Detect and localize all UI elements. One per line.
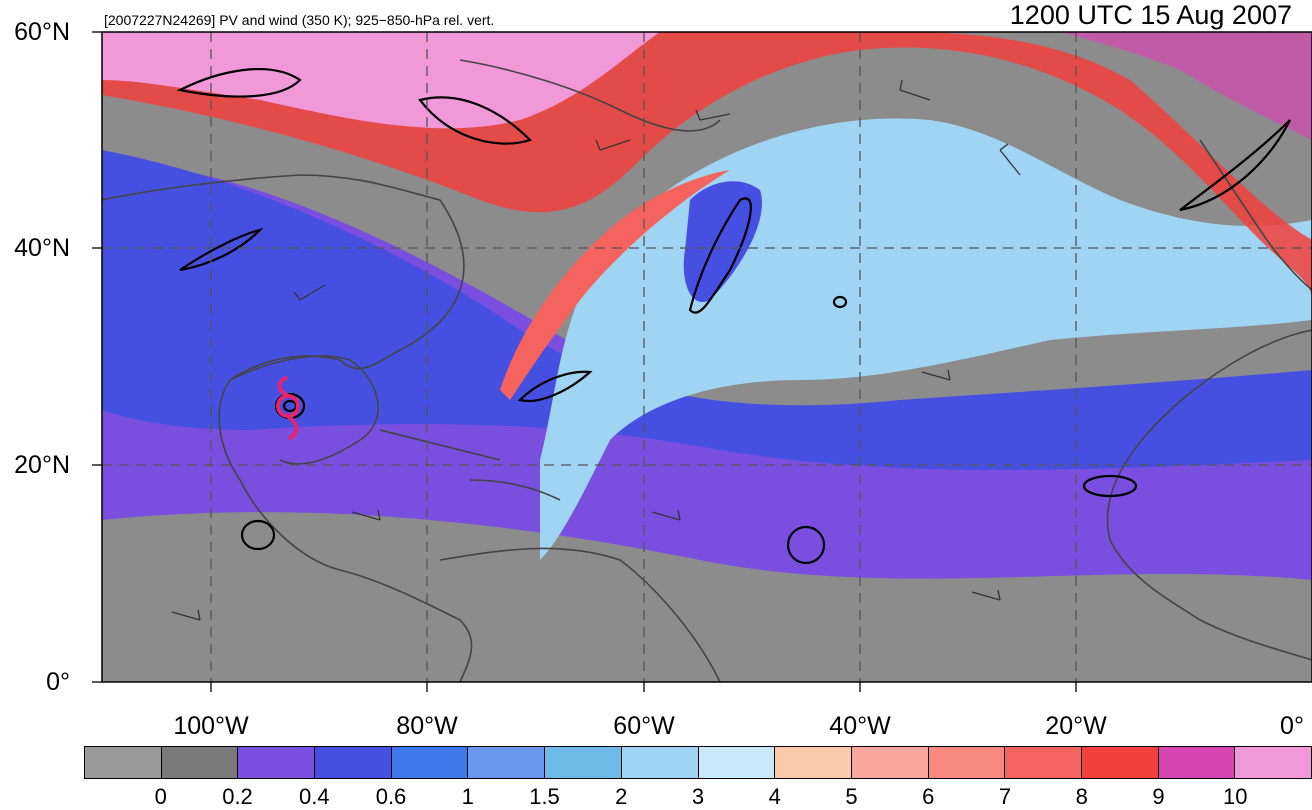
colorbar-box xyxy=(545,747,622,778)
valid-time: 1200 UTC 15 Aug 2007 xyxy=(1009,0,1292,30)
colorbar-tick-label: 0.2 xyxy=(222,784,253,809)
pv-shading-pink-high xyxy=(102,32,660,129)
vorticity-contour-north-2 xyxy=(179,227,264,272)
wind-barb xyxy=(899,79,931,101)
wind-barb xyxy=(921,369,951,381)
lon-label-0: 0° xyxy=(1280,712,1304,740)
colorbar-box xyxy=(161,747,239,778)
lat-label-20n: 20°N xyxy=(14,451,70,479)
vorticity-contour-canada xyxy=(418,96,533,145)
lon-label-60w: 60°W xyxy=(613,712,675,740)
wind-barbs xyxy=(171,79,1021,621)
colorbar-tick-label: 1.5 xyxy=(529,784,560,809)
coastline-europe xyxy=(1199,139,1312,291)
coastline-caribbean-islands xyxy=(379,429,561,501)
colorbar-tick-label: 0 xyxy=(154,784,167,809)
graticule xyxy=(102,32,1312,682)
colorbar-tick-label: 6 xyxy=(922,784,935,809)
lon-label-20w: 20°W xyxy=(1045,712,1107,740)
colorbar-box xyxy=(851,747,929,778)
lon-label-100w: 100°W xyxy=(173,712,249,740)
colorbar-tick-label: 5 xyxy=(845,784,858,809)
colorbar-box xyxy=(698,747,776,778)
vorticity-contour-north-1 xyxy=(176,68,302,98)
vorticity-contour-east-pacific xyxy=(240,519,276,551)
wind-barb xyxy=(651,509,681,521)
colorbar-box xyxy=(391,747,469,778)
colorbar-box xyxy=(1081,747,1159,778)
wind-barb xyxy=(695,109,731,121)
map-border xyxy=(101,31,1312,683)
coastline-greenland xyxy=(459,59,721,132)
hurricane-symbol-arm-north xyxy=(277,376,290,398)
map-panel xyxy=(102,32,1312,682)
colorbar-tick-label: 7 xyxy=(998,784,1012,809)
colorbar-box xyxy=(1005,747,1082,778)
vorticity-contours xyxy=(176,68,1291,565)
pv-colorbar xyxy=(84,746,1312,779)
coastline-gulf-of-mexico xyxy=(229,355,379,465)
wind-barb xyxy=(171,609,201,621)
pv-shading-red-streamer xyxy=(500,170,730,400)
colorbar-box xyxy=(85,747,162,778)
colorbar-tick-label: 4 xyxy=(768,784,781,809)
colorbar-tick-label: 9 xyxy=(1152,784,1165,809)
lon-label-40w: 40°W xyxy=(829,712,891,740)
colorbar-box xyxy=(928,747,1006,778)
colorbar-box xyxy=(1235,747,1311,778)
colorbar-box xyxy=(238,747,316,778)
pv-shading-blue-band xyxy=(102,150,1312,470)
colorbar-tick-label: 0.4 xyxy=(298,784,330,809)
vorticity-contour-mid-atlantic xyxy=(1179,119,1291,212)
wind-barb xyxy=(999,143,1021,176)
coastline-north-america xyxy=(102,174,473,682)
lat-label-40n: 40°N xyxy=(14,234,70,262)
colorbar-tick-label: 3 xyxy=(691,784,705,809)
coastlines xyxy=(102,59,1312,682)
vorticity-contour-east-atlantic xyxy=(1082,474,1138,498)
pv-shading-pink-high-east xyxy=(1060,32,1312,140)
vorticity-contour-west-atlantic xyxy=(517,370,593,403)
lat-label-0: 0° xyxy=(46,668,70,696)
colorbar-box xyxy=(775,747,852,778)
vorticity-contour-atlantic-small xyxy=(832,295,848,309)
wind-barb xyxy=(595,139,631,151)
colorbar-box xyxy=(621,747,699,778)
lat-label-60n: 60°N xyxy=(14,18,70,46)
hurricane-symbol-arm-south xyxy=(286,414,299,440)
colorbar-tick-label: 0.6 xyxy=(375,784,407,809)
wind-barb xyxy=(351,509,381,521)
colorbar-tick-label: 8 xyxy=(1075,784,1088,809)
coastline-south-america xyxy=(439,547,721,682)
colorbar-box xyxy=(315,747,392,778)
plot-description: [2007227N24269] PV and wind (350 K); 925… xyxy=(104,12,495,28)
lon-label-80w: 80°W xyxy=(396,712,458,740)
vorticity-contour-cutoff-low xyxy=(688,197,752,314)
vorticity-contour-atlantic-wave xyxy=(786,525,826,565)
axis-ticks xyxy=(92,31,1077,692)
colorbar-tick-label: 10 xyxy=(1223,784,1248,809)
colorbar-tick-label: 1 xyxy=(461,784,474,809)
colorbar-box xyxy=(468,747,546,778)
coastline-africa xyxy=(1106,329,1312,661)
colorbar-tick-label: 2 xyxy=(615,784,628,809)
colorbar-box xyxy=(1158,747,1236,778)
hurricane-symbol xyxy=(276,376,300,440)
wind-barb xyxy=(293,284,326,301)
wind-barb xyxy=(971,589,1001,601)
